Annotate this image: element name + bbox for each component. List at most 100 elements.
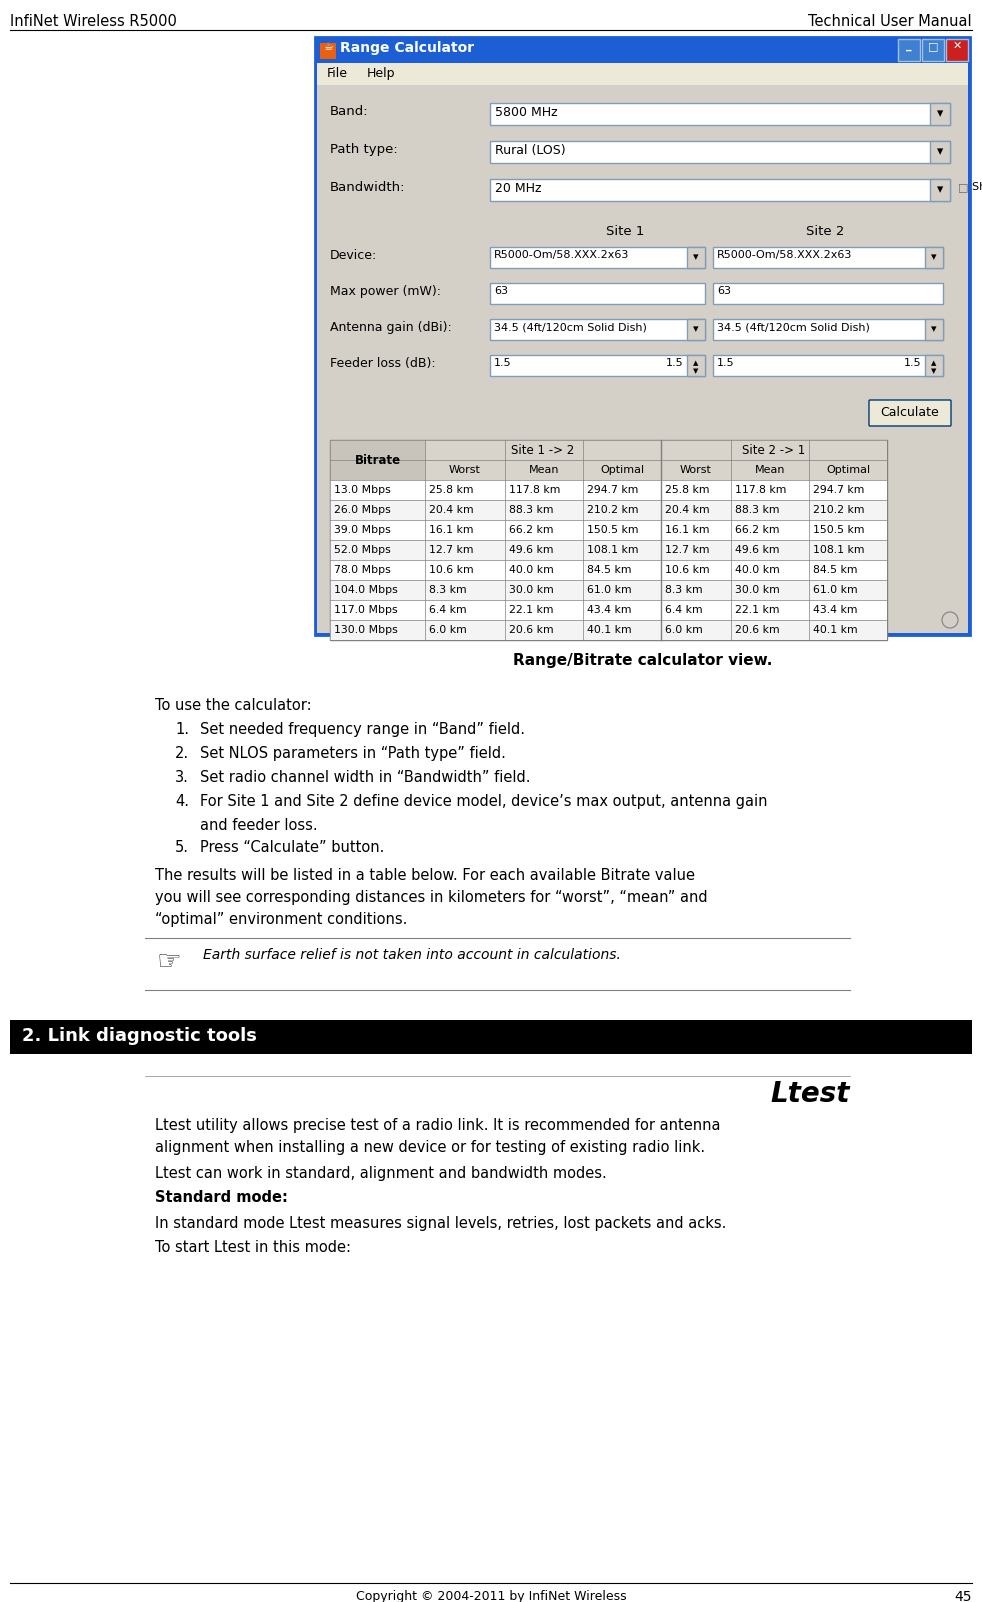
Bar: [505, 460, 583, 481]
Text: 45: 45: [955, 1591, 972, 1602]
Text: 25.8 km: 25.8 km: [665, 485, 710, 495]
Bar: [661, 441, 887, 460]
Text: Antenna gain (dBi):: Antenna gain (dBi):: [330, 320, 452, 333]
Text: 22.1 km: 22.1 km: [509, 606, 554, 615]
Bar: [330, 500, 887, 521]
Text: Rural (LOS): Rural (LOS): [495, 144, 566, 157]
Text: □: □: [928, 42, 938, 51]
Bar: [490, 319, 705, 340]
Bar: [583, 460, 661, 481]
Text: “optimal” environment conditions.: “optimal” environment conditions.: [155, 912, 408, 928]
Text: 294.7 km: 294.7 km: [587, 485, 638, 495]
Text: Help: Help: [367, 67, 396, 80]
Text: 52.0 Mbps: 52.0 Mbps: [334, 545, 391, 554]
Text: ▼: ▼: [693, 368, 698, 373]
Text: 150.5 km: 150.5 km: [813, 525, 864, 535]
Bar: [317, 62, 968, 85]
Text: Device:: Device:: [330, 248, 377, 263]
Text: 10.6 km: 10.6 km: [665, 566, 710, 575]
Bar: [330, 561, 887, 580]
Bar: [490, 141, 950, 163]
Bar: [713, 356, 943, 376]
Text: ▲: ▲: [693, 360, 698, 365]
Text: 40.0 km: 40.0 km: [509, 566, 554, 575]
Text: 20.4 km: 20.4 km: [429, 505, 473, 514]
Text: ▾: ▾: [937, 107, 943, 120]
Text: In standard mode Ltest measures signal levels, retries, lost packets and acks.: In standard mode Ltest measures signal l…: [155, 1216, 727, 1230]
Text: 6.0 km: 6.0 km: [429, 625, 466, 634]
Text: 88.3 km: 88.3 km: [509, 505, 554, 514]
Text: Worst: Worst: [449, 465, 481, 476]
Bar: [713, 319, 943, 340]
Text: 20 MHz: 20 MHz: [495, 183, 541, 195]
Bar: [330, 441, 425, 481]
Text: 88.3 km: 88.3 km: [735, 505, 780, 514]
Text: you will see corresponding distances in kilometers for “worst”, “mean” and: you will see corresponding distances in …: [155, 891, 708, 905]
Text: 66.2 km: 66.2 km: [509, 525, 554, 535]
Text: 20.6 km: 20.6 km: [509, 625, 554, 634]
Text: ▲: ▲: [931, 360, 937, 365]
Bar: [330, 521, 887, 540]
Bar: [317, 85, 968, 631]
Bar: [330, 620, 887, 641]
Text: Short GI: Short GI: [972, 183, 982, 192]
Text: 6.4 km: 6.4 km: [665, 606, 703, 615]
Text: 34.5 (4ft/120cm Solid Dish): 34.5 (4ft/120cm Solid Dish): [717, 322, 870, 332]
Text: Press “Calculate” button.: Press “Calculate” button.: [200, 839, 384, 855]
Text: ▼: ▼: [931, 368, 937, 373]
Bar: [946, 38, 968, 61]
Bar: [925, 356, 943, 376]
Bar: [930, 179, 950, 200]
Bar: [687, 356, 705, 376]
Text: 26.0 Mbps: 26.0 Mbps: [334, 505, 391, 514]
Text: 39.0 Mbps: 39.0 Mbps: [334, 525, 391, 535]
Text: To start Ltest in this mode:: To start Ltest in this mode:: [155, 1240, 351, 1254]
Bar: [490, 179, 950, 200]
Text: Optimal: Optimal: [826, 465, 870, 476]
Text: 5.: 5.: [175, 839, 189, 855]
Text: 30.0 km: 30.0 km: [509, 585, 554, 594]
Text: 63: 63: [717, 287, 731, 296]
Text: 16.1 km: 16.1 km: [665, 525, 710, 535]
Text: Path type:: Path type:: [330, 143, 398, 155]
Text: 1.5: 1.5: [666, 357, 683, 368]
Text: 43.4 km: 43.4 km: [813, 606, 857, 615]
Bar: [713, 247, 943, 268]
Text: □: □: [958, 183, 968, 192]
Text: 40.1 km: 40.1 km: [813, 625, 857, 634]
Text: Earth surface relief is not taken into account in calculations.: Earth surface relief is not taken into a…: [203, 948, 621, 961]
Text: Ltest: Ltest: [771, 1080, 850, 1109]
Text: Range Calculator: Range Calculator: [340, 42, 474, 54]
Text: Set NLOS parameters in “Path type” field.: Set NLOS parameters in “Path type” field…: [200, 747, 506, 761]
Bar: [330, 601, 887, 620]
Text: 30.0 km: 30.0 km: [735, 585, 780, 594]
Bar: [925, 247, 943, 268]
Bar: [661, 460, 731, 481]
Text: 84.5 km: 84.5 km: [587, 566, 631, 575]
Text: 1.5: 1.5: [494, 357, 512, 368]
Text: Band:: Band:: [330, 106, 368, 119]
Text: Bitrate: Bitrate: [355, 453, 401, 466]
Circle shape: [942, 612, 958, 628]
Text: ▾: ▾: [931, 253, 937, 263]
Text: 22.1 km: 22.1 km: [735, 606, 780, 615]
Text: 1.: 1.: [175, 723, 189, 737]
Text: 150.5 km: 150.5 km: [587, 525, 638, 535]
Bar: [490, 247, 705, 268]
Text: 20.4 km: 20.4 km: [665, 505, 710, 514]
Bar: [925, 319, 943, 340]
Bar: [713, 284, 943, 304]
Text: Worst: Worst: [681, 465, 712, 476]
Text: 13.0 Mbps: 13.0 Mbps: [334, 485, 391, 495]
Text: Feeder loss (dB):: Feeder loss (dB):: [330, 357, 436, 370]
Text: 49.6 km: 49.6 km: [509, 545, 554, 554]
Bar: [930, 103, 950, 125]
Text: 8.3 km: 8.3 km: [665, 585, 703, 594]
Text: 117.0 Mbps: 117.0 Mbps: [334, 606, 398, 615]
Bar: [330, 481, 887, 500]
Text: Site 2 -> 1: Site 2 -> 1: [742, 444, 805, 457]
Text: For Site 1 and Site 2 define device model, device’s max output, antenna gain: For Site 1 and Site 2 define device mode…: [200, 795, 768, 809]
Text: Calculate: Calculate: [881, 407, 940, 420]
Text: 84.5 km: 84.5 km: [813, 566, 857, 575]
Bar: [490, 284, 705, 304]
